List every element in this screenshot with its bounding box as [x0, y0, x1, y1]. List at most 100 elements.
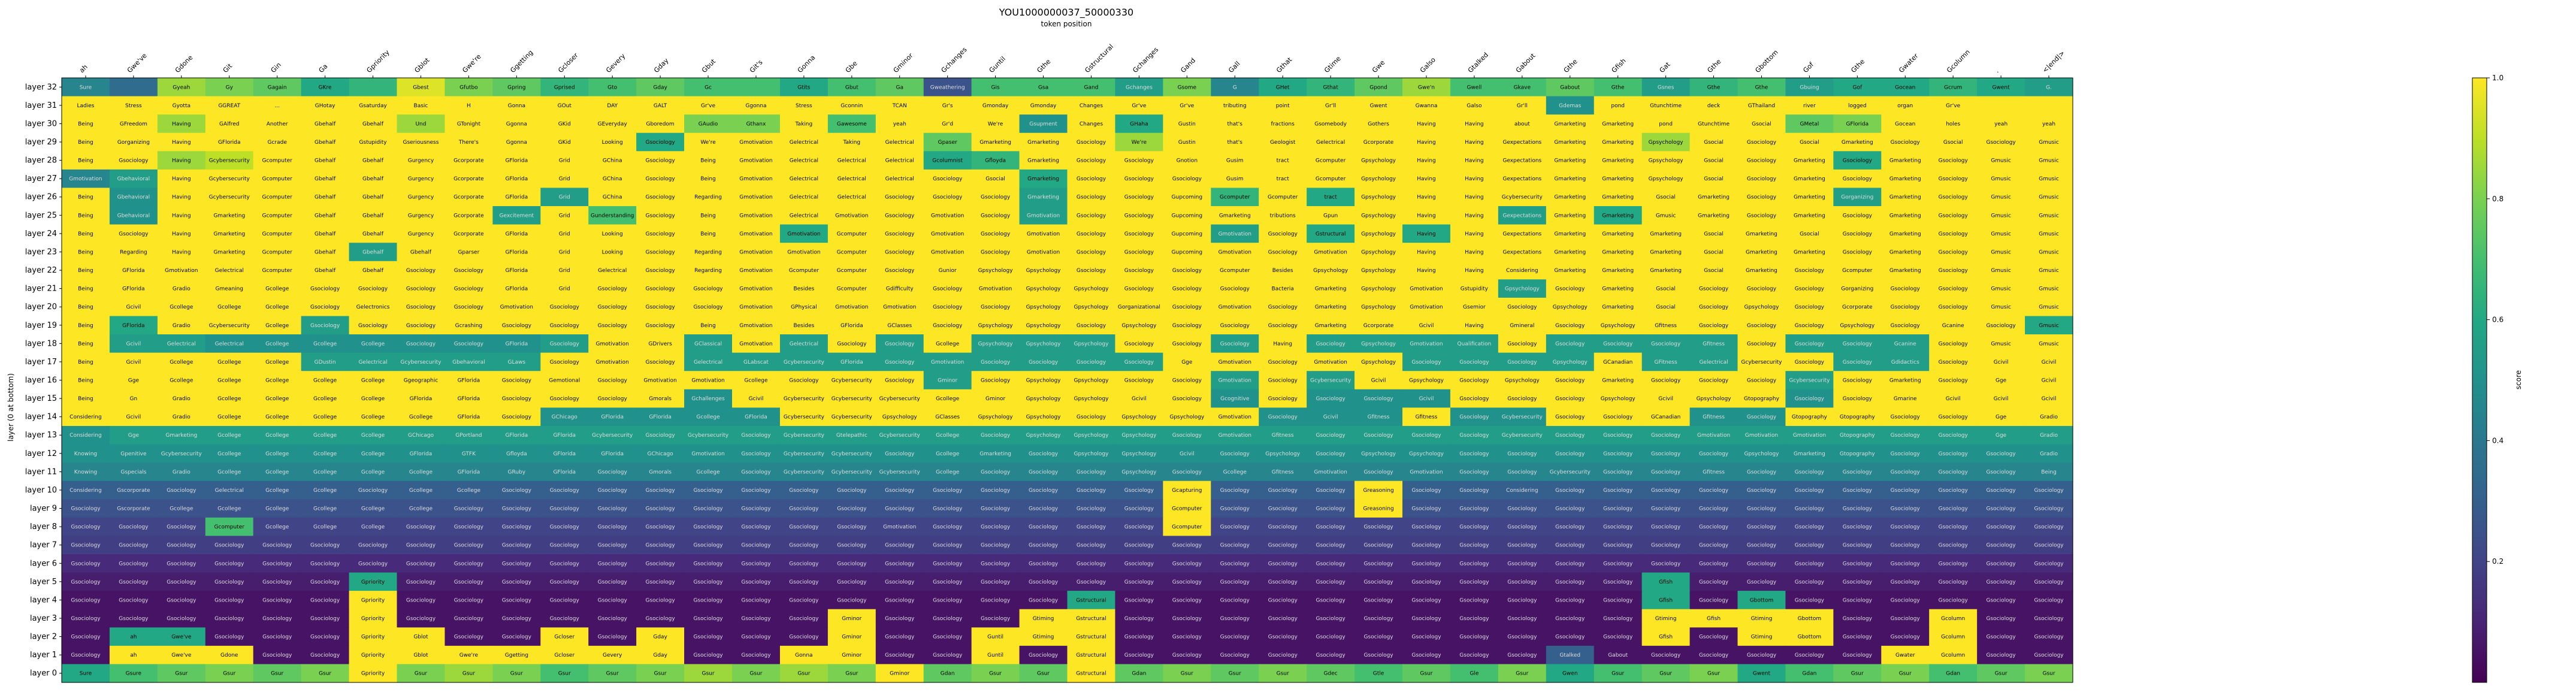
heatmap-cell: Gsociology [971, 463, 1020, 482]
heatmap-cell: Gsociology [62, 591, 110, 610]
cell-rect [1737, 572, 1786, 591]
cell-label: Gsociology [981, 488, 1011, 494]
cell-rect [349, 279, 398, 298]
heatmap-cell: Gsociology [1546, 371, 1595, 390]
heatmap-cell: Gsociology [1115, 536, 1163, 555]
heatmap-cell: Gmotivation [875, 297, 924, 317]
cell-rect [1450, 316, 1499, 335]
heatmap-cell: Gfloyda [492, 444, 541, 463]
heatmap-cell: Gsociology [1259, 554, 1307, 573]
cell-label: GDrivers [648, 341, 672, 347]
cell-rect [1498, 297, 1547, 317]
cell-rect [349, 371, 398, 390]
heatmap-cell: Grid [540, 243, 589, 262]
heatmap-cell: logged [1833, 96, 1882, 115]
x-tick-label: Gthat [1275, 56, 1294, 75]
cell-label: Gmusic [2039, 195, 2059, 201]
cell-label: Gmotivation [1219, 304, 1251, 310]
cell-label: Besides [793, 323, 814, 329]
heatmap-cell: Gsociology [1498, 297, 1547, 317]
cell-label: Gbehalf [362, 213, 384, 219]
cell-rect [253, 444, 302, 463]
heatmap-cell: Gsociology [1833, 352, 1882, 371]
cell-label: Gsur [415, 671, 427, 677]
cell-label: Gnotion [1177, 158, 1198, 164]
cell-rect [779, 517, 829, 536]
cell-label: Gsociology [214, 543, 244, 549]
colorbar: 0.20.40.60.81.0 score [2472, 74, 2523, 683]
heatmap-cell: GFlorida [445, 463, 493, 482]
cell-label: Gsociology [1795, 543, 1825, 549]
cell-rect [971, 78, 1020, 97]
heatmap-cell: Being [684, 206, 733, 225]
cell-label: Gsociology [646, 231, 676, 237]
cell-rect [923, 627, 972, 646]
cell-rect [732, 151, 781, 170]
heatmap-cell: tract [1259, 169, 1307, 189]
cell-rect [1115, 645, 1163, 665]
cell-label: Gsociology [1172, 561, 1202, 567]
cell-label: Gsociology [214, 561, 244, 567]
cell-rect [1929, 243, 1978, 262]
cell-label: Gsociology [1891, 286, 1921, 292]
heatmap-cell: that's [1211, 132, 1259, 152]
cell-rect [1307, 279, 1355, 298]
cell-rect [301, 444, 350, 463]
cell-rect [684, 371, 733, 390]
heatmap-cell: Gsociology [923, 316, 972, 335]
cell-label: Gmeaning [216, 286, 243, 292]
heatmap-cell: Gcybersecurity [827, 463, 876, 482]
cell-label: Gsociology [1987, 561, 2016, 567]
cell-label: Gge [128, 378, 140, 384]
cell-label: Gsur [1420, 671, 1432, 677]
cell-rect [779, 481, 829, 500]
cell-rect [1785, 517, 1834, 536]
cell-label: Gsociology [454, 543, 484, 549]
cell-rect [923, 297, 972, 317]
x-tick-label: Gstructural [1083, 43, 1115, 74]
cell-rect [1450, 664, 1499, 683]
cell-label: Gsociology [454, 268, 484, 274]
heatmap-cell: Gmotivation [827, 206, 876, 225]
heatmap-cell: Gmarketing [971, 132, 1020, 152]
cell-rect [253, 499, 302, 518]
heatmap-cell: Gtiming [1019, 609, 1068, 628]
heatmap-cell: Gsociology [1019, 499, 1068, 518]
cell-rect [1785, 444, 1834, 463]
heatmap-cell: Gsociology [971, 572, 1020, 591]
cell-rect [301, 279, 350, 298]
heatmap-cell: GFlorida [109, 279, 158, 298]
cell-label: GOut [558, 103, 572, 109]
cell-rect [205, 261, 254, 280]
cell-label: GALT [654, 103, 667, 109]
cell-rect [1881, 114, 1930, 134]
cell-rect [1929, 261, 1978, 280]
cell-label: Gsociology [454, 579, 484, 585]
cell-rect [157, 114, 206, 134]
y-tick-label: layer 13 [25, 431, 57, 440]
cell-label: Gsociology [1411, 524, 1441, 530]
cell-rect [1115, 114, 1163, 134]
cell-label: Gmotivation [739, 213, 772, 219]
cell-rect [2025, 499, 2073, 518]
cell-label: Gsociology [789, 378, 819, 384]
cell-label: GFlorida [122, 268, 145, 274]
cell-rect [2025, 664, 2073, 683]
heatmap-cell: Gsociology [1546, 444, 1595, 463]
heatmap-cell: Gcollege [301, 371, 350, 390]
cell-label: Gstupidity [359, 140, 387, 146]
heatmap-cell: Gmusic [2025, 316, 2073, 335]
cell-label: Gexpectations [1502, 231, 1541, 237]
cell-label: Gsociology [262, 597, 292, 603]
heatmap-cell: Gcollege [301, 425, 350, 445]
heatmap-cell: Gsociology [1737, 517, 1786, 536]
cell-label: Gmarketing [1889, 231, 1921, 237]
cell-rect [1211, 463, 1259, 482]
cell-label: Gmotivation [835, 304, 868, 310]
heatmap-cell: Gmotivation [732, 206, 781, 225]
cell-label: Gmarine [1894, 396, 1917, 402]
cell-rect [2025, 425, 2073, 445]
heatmap-cell: Being [684, 316, 733, 335]
cell-rect [1354, 224, 1403, 243]
heatmap-cell: Gcybersecurity [397, 352, 446, 371]
